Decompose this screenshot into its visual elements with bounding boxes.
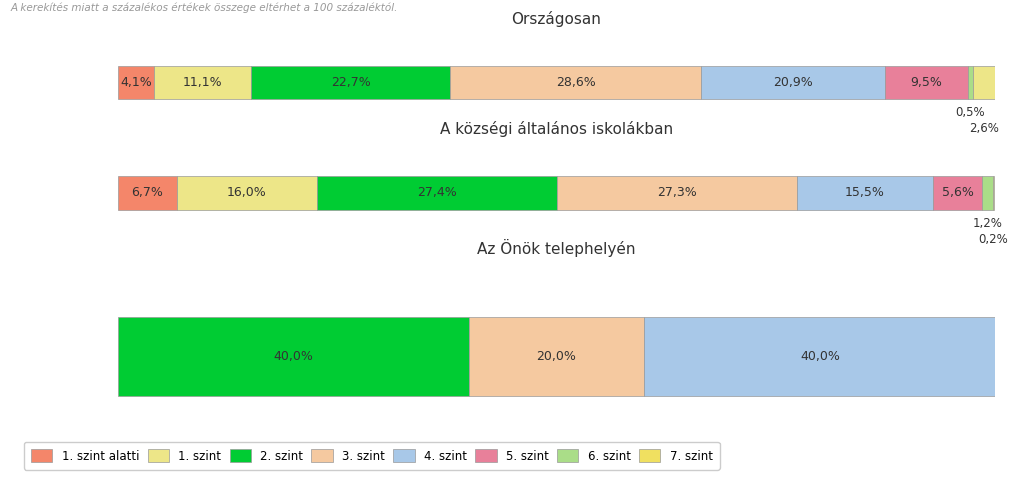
Bar — [701, 65, 885, 98]
Bar — [317, 176, 557, 209]
Text: 1,2%: 1,2% — [973, 217, 1002, 230]
Bar — [885, 65, 968, 98]
Bar — [118, 65, 154, 98]
Text: 22,7%: 22,7% — [331, 76, 371, 88]
Bar — [644, 316, 995, 396]
Legend: 1. szint alatti, 1. szint, 2. szint, 3. szint, 4. szint, 5. szint, 6. szint, 7. : 1. szint alatti, 1. szint, 2. szint, 3. … — [24, 442, 720, 470]
Text: 5,6%: 5,6% — [942, 186, 974, 199]
Title: A községi általános iskolákban: A községi általános iskolákban — [440, 121, 673, 137]
Title: Az Önök telephelyén: Az Önök telephelyén — [477, 239, 636, 257]
Bar — [797, 176, 933, 209]
Bar — [992, 176, 994, 209]
Text: 15,5%: 15,5% — [845, 186, 885, 199]
Text: 20,9%: 20,9% — [773, 76, 813, 88]
Text: 4,1%: 4,1% — [120, 76, 152, 88]
Bar — [982, 176, 992, 209]
Bar — [154, 65, 251, 98]
Text: 6,7%: 6,7% — [131, 186, 163, 199]
Text: 0,2%: 0,2% — [979, 233, 1009, 247]
Bar — [469, 316, 644, 396]
Text: 40,0%: 40,0% — [273, 349, 313, 363]
Bar — [251, 65, 451, 98]
Text: 40,0%: 40,0% — [800, 349, 840, 363]
Bar — [176, 176, 317, 209]
Bar — [118, 316, 469, 396]
Title: Országosan: Országosan — [512, 11, 601, 27]
Bar — [451, 65, 701, 98]
Text: 27,3%: 27,3% — [657, 186, 697, 199]
Bar — [933, 176, 982, 209]
Bar — [557, 176, 797, 209]
Text: 28,6%: 28,6% — [556, 76, 596, 88]
Text: 0,5%: 0,5% — [955, 107, 985, 120]
Text: 9,5%: 9,5% — [910, 76, 942, 88]
Text: 16,0%: 16,0% — [227, 186, 266, 199]
Text: 2,6%: 2,6% — [969, 122, 998, 135]
Text: A kerekítés miatt a százalékos értékek összege eltérhet a 100 százaléktól.: A kerekítés miatt a százalékos értékek ö… — [10, 2, 397, 13]
Bar — [968, 65, 973, 98]
Bar — [118, 176, 176, 209]
Text: 27,4%: 27,4% — [418, 186, 457, 199]
Text: 11,1%: 11,1% — [182, 76, 222, 88]
Text: 20,0%: 20,0% — [537, 349, 577, 363]
Bar — [973, 65, 995, 98]
